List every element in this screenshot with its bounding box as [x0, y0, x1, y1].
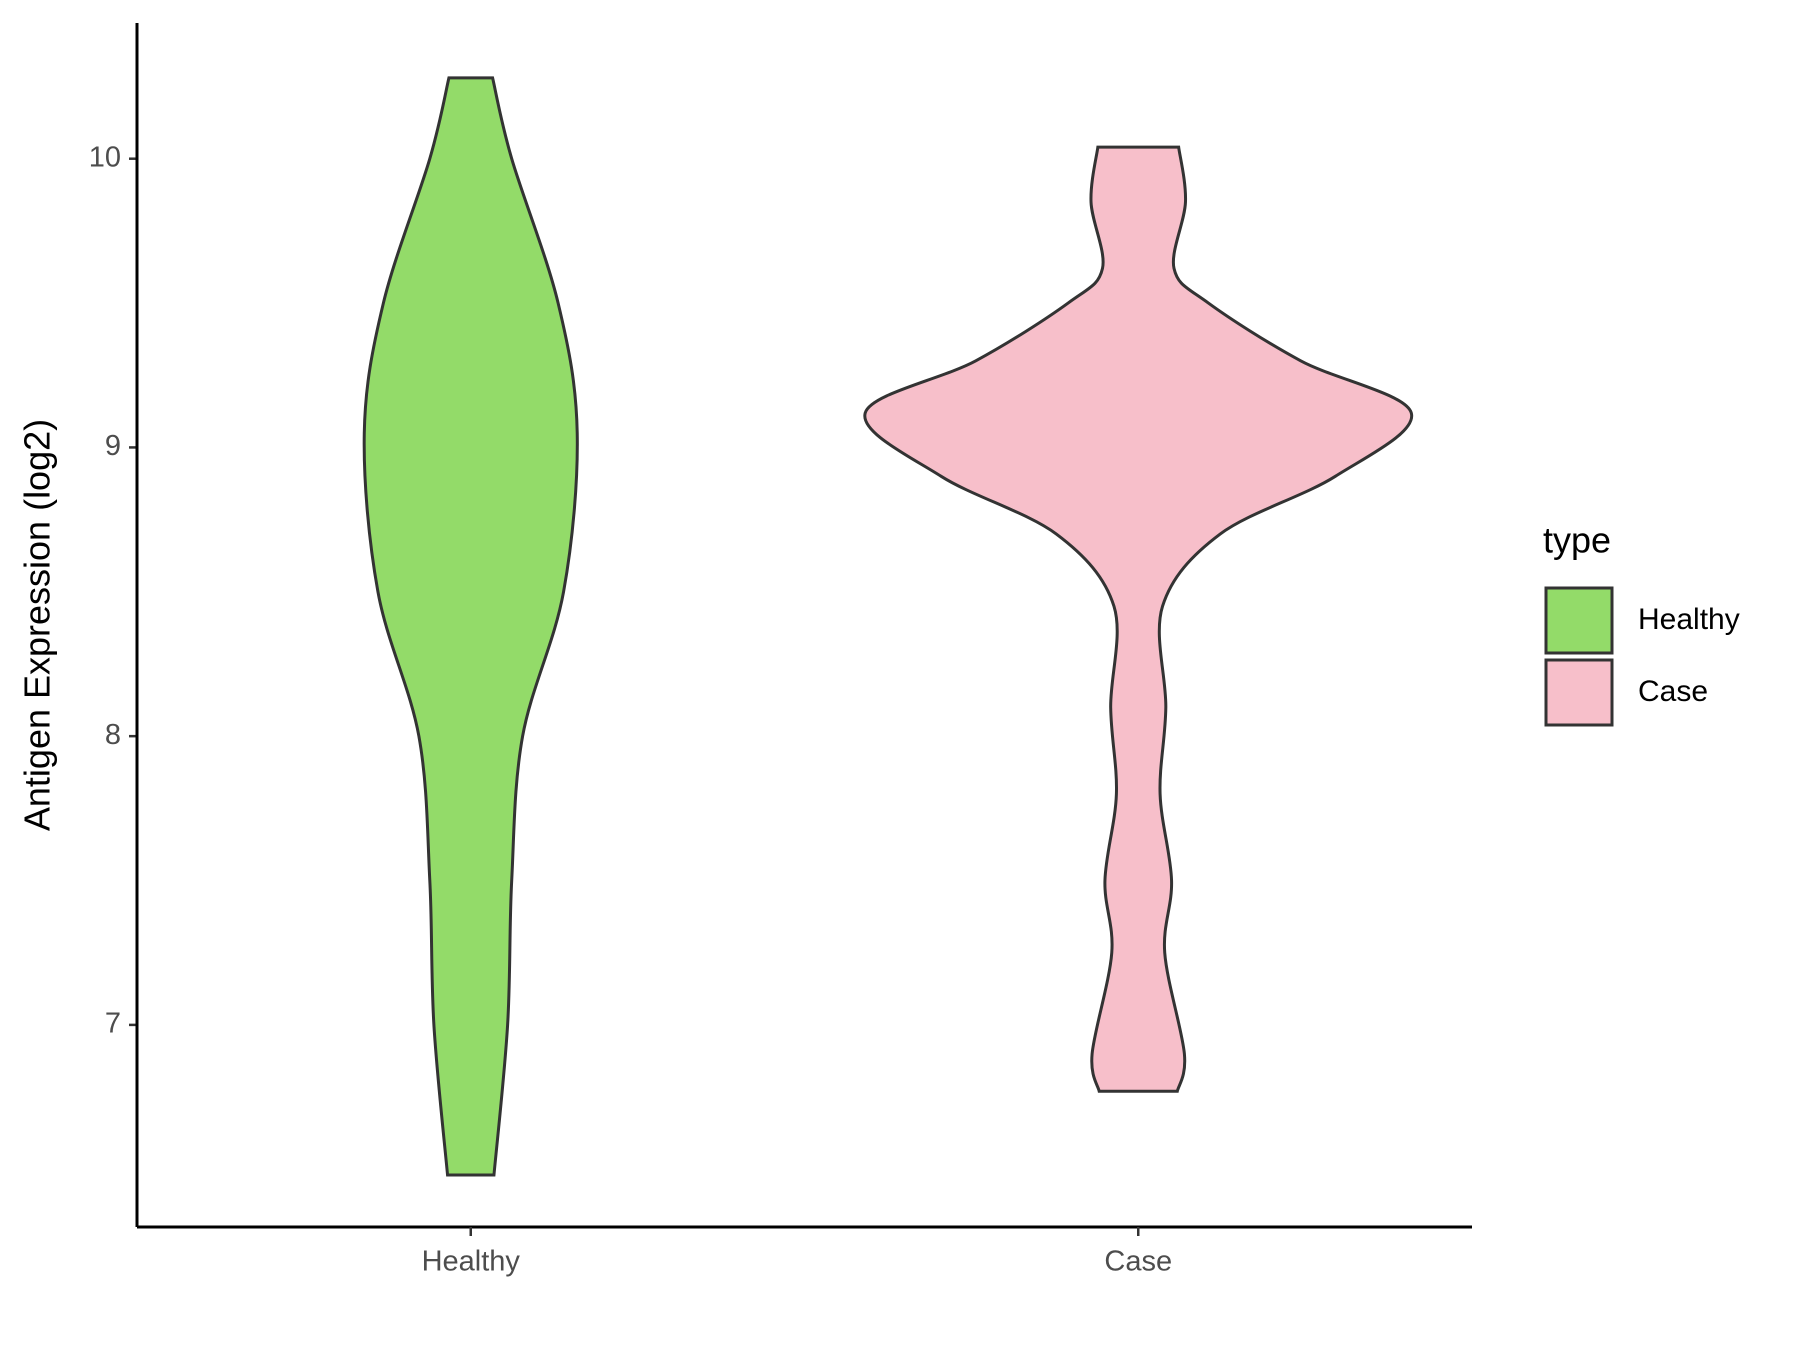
x-tick-label: Healthy	[422, 1246, 521, 1278]
y-tick-label: 10	[89, 141, 121, 173]
violin	[362, 76, 579, 1177]
legend-key	[1544, 658, 1614, 727]
legend-title: type	[1543, 520, 1611, 561]
legend-key	[1544, 586, 1614, 655]
y-tick-label: 9	[105, 430, 121, 462]
y-tick-label: 7	[105, 1008, 121, 1040]
legend-label: Case	[1638, 675, 1708, 708]
legend-label: Healthy	[1638, 603, 1740, 636]
y-tick-label: 8	[105, 719, 121, 751]
y-axis-title: Antigen Expression (log2)	[17, 419, 58, 831]
violin	[863, 145, 1414, 1093]
x-tick-label: Case	[1104, 1246, 1172, 1278]
